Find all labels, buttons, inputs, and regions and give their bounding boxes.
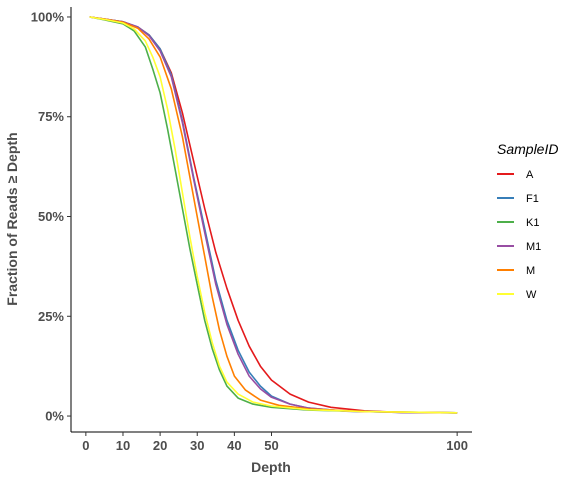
x-tick-label: 40 <box>227 438 241 453</box>
axes: 0 10 20 30 40 50 100 0% 25% 50% 75% 100% <box>31 7 472 453</box>
x-tick-label: 10 <box>116 438 130 453</box>
y-axis-title: Fraction of Reads ≥ Depth <box>4 132 20 305</box>
x-axis-title: Depth <box>251 459 291 475</box>
x-tick-label: 0 <box>82 438 89 453</box>
y-tick-label: 0% <box>45 409 64 424</box>
plot-area <box>89 16 458 414</box>
legend: SampleID A F1 K1 M1 MW <box>497 141 558 301</box>
legend-label-k1: K1 <box>526 217 539 229</box>
series-line-m1 <box>89 16 458 414</box>
series-line-a <box>89 16 458 414</box>
legend-label-a: A <box>526 169 534 181</box>
legend-label-f1: F1 <box>526 193 539 205</box>
x-tick-label: 30 <box>190 438 204 453</box>
legend-title: SampleID <box>497 141 558 157</box>
y-tick-label: 75% <box>38 109 64 124</box>
series-line-w <box>89 16 458 414</box>
legend-label-m1: M1 <box>526 241 541 253</box>
series-line-m <box>89 16 458 414</box>
x-tick-label: 20 <box>153 438 167 453</box>
y-tick-label: 50% <box>38 209 64 224</box>
legend-label-m: M <box>526 265 535 277</box>
series-line-k1 <box>89 16 458 414</box>
y-tick-label: 100% <box>31 9 65 24</box>
y-tick-label: 25% <box>38 309 64 324</box>
x-tick-label: 50 <box>264 438 278 453</box>
legend-label-w: W <box>526 289 537 301</box>
x-tick-label: 100 <box>446 438 468 453</box>
series-line-f1 <box>89 16 458 414</box>
